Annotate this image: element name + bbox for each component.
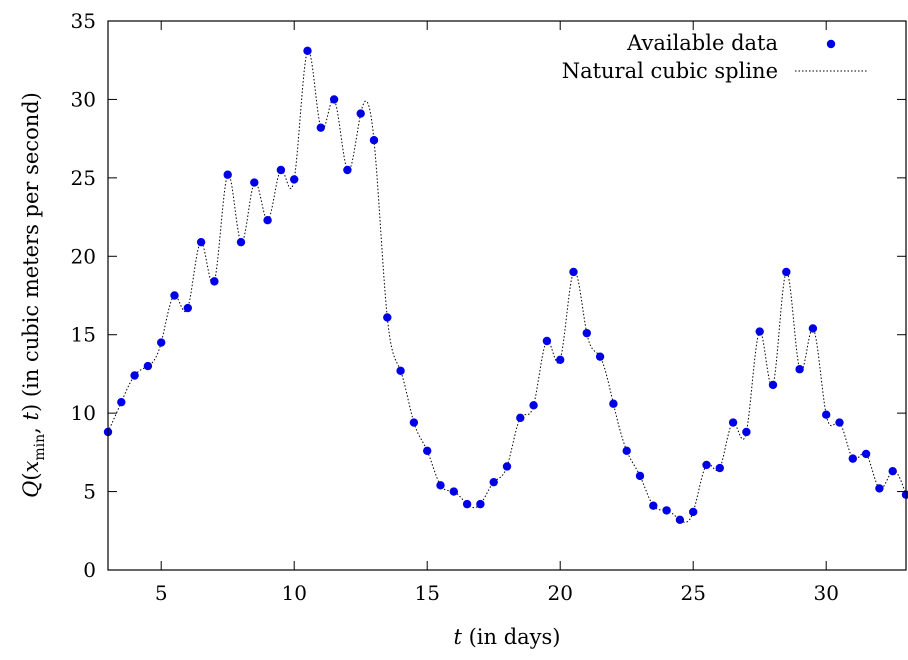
data-point xyxy=(329,95,339,104)
x-tick-label: 20 xyxy=(547,581,572,605)
data-point xyxy=(768,380,778,390)
data-point xyxy=(715,463,724,473)
data-point xyxy=(436,481,445,490)
legend-label-natural-cubic-spline: Natural cubic spline xyxy=(562,59,778,83)
data-point xyxy=(689,507,698,517)
data-point xyxy=(569,267,578,277)
x-tick-label: 15 xyxy=(414,581,439,605)
y-axis-title: Q(xmin, t) (in cubic meters per second) xyxy=(19,92,48,498)
y-tick-label: 35 xyxy=(71,9,96,33)
data-point xyxy=(635,471,645,481)
spline-layer xyxy=(107,49,907,523)
x-tick-label: 5 xyxy=(155,581,168,605)
data-point xyxy=(276,165,286,175)
data-point xyxy=(875,484,884,493)
points-layer xyxy=(103,46,908,525)
spline-line xyxy=(107,49,907,523)
data-point xyxy=(795,365,804,374)
legend-label-available-data: Available data xyxy=(626,31,778,55)
data-point xyxy=(595,352,605,361)
data-point xyxy=(822,410,831,419)
legend-marker-available-data xyxy=(826,39,836,49)
data-point xyxy=(396,366,405,375)
data-point xyxy=(462,499,472,509)
y-tick-label: 0 xyxy=(83,558,96,582)
data-point xyxy=(649,501,658,510)
data-point xyxy=(263,216,272,225)
data-point xyxy=(117,397,126,407)
data-point xyxy=(622,446,631,455)
data-point xyxy=(782,267,791,277)
data-point xyxy=(755,327,764,336)
data-point xyxy=(210,277,219,286)
data-point xyxy=(250,178,259,187)
data-point xyxy=(835,418,844,427)
data-point xyxy=(369,136,379,145)
data-point xyxy=(236,237,246,247)
data-point xyxy=(888,466,897,476)
data-point xyxy=(290,175,299,184)
data-point xyxy=(702,460,711,470)
data-point xyxy=(675,515,685,525)
data-point xyxy=(489,477,498,487)
y-tick-label: 15 xyxy=(71,323,96,347)
plot-frame xyxy=(107,20,907,571)
data-point xyxy=(409,418,419,427)
legend: Available data Natural cubic spline xyxy=(562,31,867,83)
data-point xyxy=(343,165,352,175)
data-point xyxy=(542,336,552,346)
data-point xyxy=(196,237,206,247)
data-point xyxy=(223,170,232,179)
data-point xyxy=(157,338,166,347)
y-tick-label: 20 xyxy=(71,244,96,268)
data-point xyxy=(423,446,432,455)
y-tick-label: 30 xyxy=(71,87,96,111)
data-point xyxy=(183,303,192,313)
data-point xyxy=(728,418,738,427)
data-point xyxy=(742,427,751,437)
data-point xyxy=(303,46,312,55)
data-point xyxy=(808,324,818,333)
x-tick-label: 25 xyxy=(680,581,705,605)
y-tick-label: 25 xyxy=(71,166,96,190)
data-point xyxy=(383,313,392,322)
data-point xyxy=(516,413,525,423)
data-point xyxy=(476,499,485,509)
data-point xyxy=(130,371,139,380)
data-point xyxy=(356,109,365,118)
data-point xyxy=(529,401,538,410)
x-axis-title: t (in days) xyxy=(453,625,560,649)
data-point xyxy=(609,399,618,408)
data-point xyxy=(316,123,325,132)
y-tick-label: 10 xyxy=(71,401,96,425)
data-point xyxy=(861,449,871,459)
x-tick-label: 10 xyxy=(281,581,306,605)
data-point xyxy=(449,487,458,496)
data-point xyxy=(143,361,153,371)
data-point xyxy=(662,506,671,515)
x-tick-label: 30 xyxy=(813,581,838,605)
data-point xyxy=(556,355,565,365)
y-tick-label: 5 xyxy=(83,480,96,504)
data-point xyxy=(170,291,179,300)
data-point xyxy=(582,328,591,338)
data-point xyxy=(848,454,857,463)
data-point xyxy=(502,462,512,471)
ticks-layer: 5 10 15 20 25 30 0 5 10 15 20 25 30 35 xyxy=(71,9,906,605)
